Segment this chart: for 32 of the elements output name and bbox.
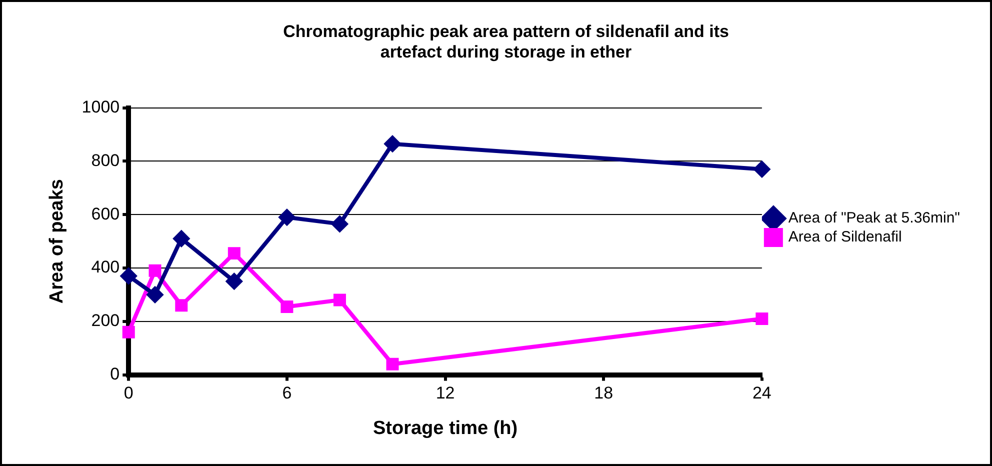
point bbox=[120, 268, 137, 284]
x-tick-label: 0 bbox=[124, 384, 134, 403]
y-tick-label: 200 bbox=[91, 311, 120, 330]
x-tick-label: 6 bbox=[282, 384, 292, 403]
point bbox=[228, 247, 240, 260]
point bbox=[175, 299, 188, 312]
point bbox=[333, 294, 346, 306]
point bbox=[332, 216, 348, 232]
x-tick-label: 24 bbox=[752, 384, 772, 403]
x-axis-title: Storage time (h) bbox=[372, 418, 518, 439]
point bbox=[756, 312, 768, 325]
point bbox=[147, 286, 164, 303]
y-tick-label: 0 bbox=[110, 364, 120, 384]
point bbox=[280, 300, 294, 313]
point bbox=[148, 264, 162, 277]
point bbox=[754, 161, 770, 178]
y-axis-title: Area of peaks bbox=[46, 178, 68, 304]
y-tick-label: 400 bbox=[91, 258, 120, 277]
legend-label: Area of Sildenafil bbox=[788, 228, 902, 246]
x-tick-label: 18 bbox=[594, 384, 614, 403]
point bbox=[122, 326, 135, 338]
point bbox=[226, 273, 242, 290]
y-tick-label: 800 bbox=[91, 150, 120, 170]
point bbox=[173, 230, 190, 247]
point bbox=[386, 358, 399, 370]
point bbox=[278, 209, 295, 226]
y-tick-label: 600 bbox=[91, 204, 120, 224]
legend-label: Area of "Peak at 5.36min" bbox=[788, 210, 960, 227]
y-tick-label: 1000 bbox=[82, 97, 120, 116]
point bbox=[384, 136, 400, 152]
chart-title: Chromatographic peak area pattern of sildenafil and its artefact during storage in ether bbox=[283, 22, 729, 62]
x-tick-label: 12 bbox=[436, 384, 455, 403]
